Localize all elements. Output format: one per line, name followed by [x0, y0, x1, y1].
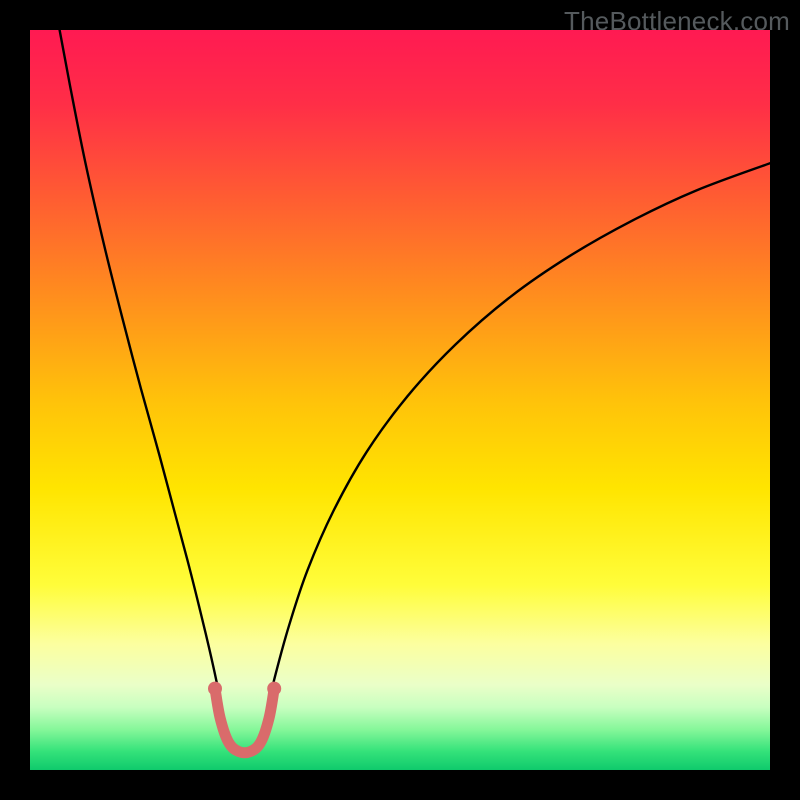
plot-frame [30, 30, 770, 770]
chart-svg [30, 30, 770, 770]
valley-marker-endpoint-right [267, 682, 281, 696]
gradient-background [30, 30, 770, 770]
valley-marker-endpoint-left [208, 682, 222, 696]
